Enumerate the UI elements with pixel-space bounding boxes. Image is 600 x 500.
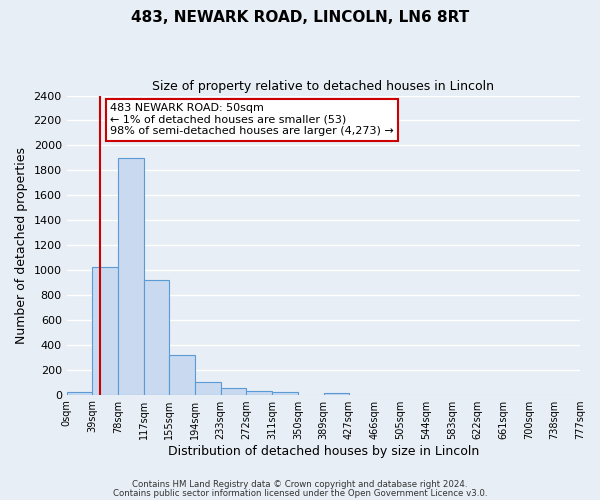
Y-axis label: Number of detached properties: Number of detached properties	[15, 146, 28, 344]
Bar	[92, 268, 118, 394]
X-axis label: Distribution of detached houses by size in Lincoln: Distribution of detached houses by size …	[168, 444, 479, 458]
Bar	[67, 392, 92, 394]
Bar	[169, 354, 195, 395]
Bar	[272, 392, 298, 394]
Bar	[323, 392, 349, 394]
Bar	[247, 392, 272, 394]
Bar	[144, 280, 169, 394]
Text: 483 NEWARK ROAD: 50sqm
← 1% of detached houses are smaller (53)
98% of semi-deta: 483 NEWARK ROAD: 50sqm ← 1% of detached …	[110, 103, 394, 136]
Bar	[195, 382, 221, 394]
Bar	[221, 388, 247, 394]
Bar	[118, 158, 144, 394]
Text: Contains public sector information licensed under the Open Government Licence v3: Contains public sector information licen…	[113, 488, 487, 498]
Text: 483, NEWARK ROAD, LINCOLN, LN6 8RT: 483, NEWARK ROAD, LINCOLN, LN6 8RT	[131, 10, 469, 25]
Text: Contains HM Land Registry data © Crown copyright and database right 2024.: Contains HM Land Registry data © Crown c…	[132, 480, 468, 489]
Title: Size of property relative to detached houses in Lincoln: Size of property relative to detached ho…	[152, 80, 494, 93]
